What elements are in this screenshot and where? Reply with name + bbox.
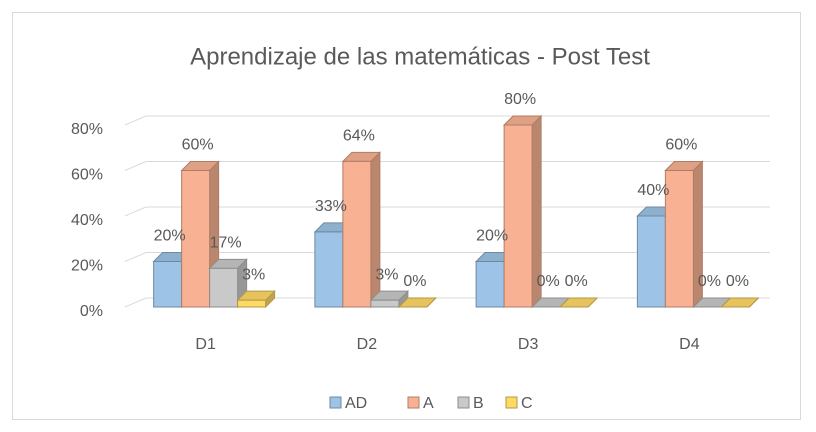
legend-swatch	[505, 396, 518, 409]
bar	[720, 297, 760, 308]
bar-front	[664, 170, 694, 308]
y-tick-label: 0%	[80, 303, 103, 320]
data-label: 17%	[210, 235, 242, 252]
grid-line	[124, 252, 770, 262]
data-label: 0%	[537, 273, 560, 290]
data-label: 64%	[343, 128, 375, 145]
x-tick-label: D2	[357, 336, 378, 353]
bar	[397, 297, 438, 308]
bar	[664, 160, 704, 309]
y-tick-label: 20%	[71, 258, 103, 275]
bar-front	[153, 261, 183, 308]
bar-front	[237, 299, 267, 308]
data-label: 3%	[375, 266, 398, 283]
legend-label: C	[521, 395, 533, 412]
bar-front	[209, 267, 239, 308]
x-tick-label: D3	[518, 336, 539, 353]
y-tick-label: 40%	[71, 212, 103, 229]
chart-title: Aprendizaje de las matemáticas - Post Te…	[190, 43, 650, 70]
data-label: 40%	[637, 182, 669, 199]
data-label: 60%	[665, 137, 697, 154]
bar-front	[181, 170, 211, 308]
bar	[558, 297, 599, 308]
data-label: 80%	[504, 91, 536, 108]
legend-label: B	[473, 395, 484, 412]
legend-swatch	[329, 396, 342, 409]
bar-front	[636, 215, 666, 308]
data-label: 20%	[154, 228, 186, 245]
bar	[341, 151, 382, 309]
data-label: 0%	[403, 273, 426, 290]
bar-front	[503, 124, 533, 308]
data-label: 20%	[476, 228, 508, 245]
data-label: 0%	[726, 273, 749, 290]
bar	[236, 289, 276, 309]
data-label: 60%	[182, 137, 214, 154]
data-label: 0%	[565, 273, 588, 290]
legend-label: A	[423, 395, 434, 412]
bar	[369, 289, 410, 309]
grid-line	[124, 161, 770, 171]
bar-front	[342, 160, 372, 308]
bar	[502, 114, 543, 309]
data-label: 33%	[315, 198, 347, 215]
x-tick-label: D1	[195, 336, 216, 353]
legend-swatch	[407, 396, 420, 409]
grid-line	[124, 115, 770, 126]
data-label: 3%	[242, 266, 265, 283]
bar-top	[397, 297, 438, 308]
bar-side	[370, 151, 381, 309]
bar-front	[314, 231, 344, 308]
bar-top	[558, 297, 599, 308]
bar-top	[720, 297, 760, 308]
grid-line	[124, 206, 770, 217]
data-label: 0%	[698, 273, 721, 290]
y-tick-label: 80%	[71, 121, 103, 138]
x-tick-label: D4	[679, 336, 700, 353]
y-tick-label: 60%	[71, 167, 103, 184]
legend-swatch	[457, 396, 470, 409]
bar-front	[475, 261, 505, 308]
legend-label: AD	[345, 395, 367, 412]
bar-front	[370, 299, 400, 308]
